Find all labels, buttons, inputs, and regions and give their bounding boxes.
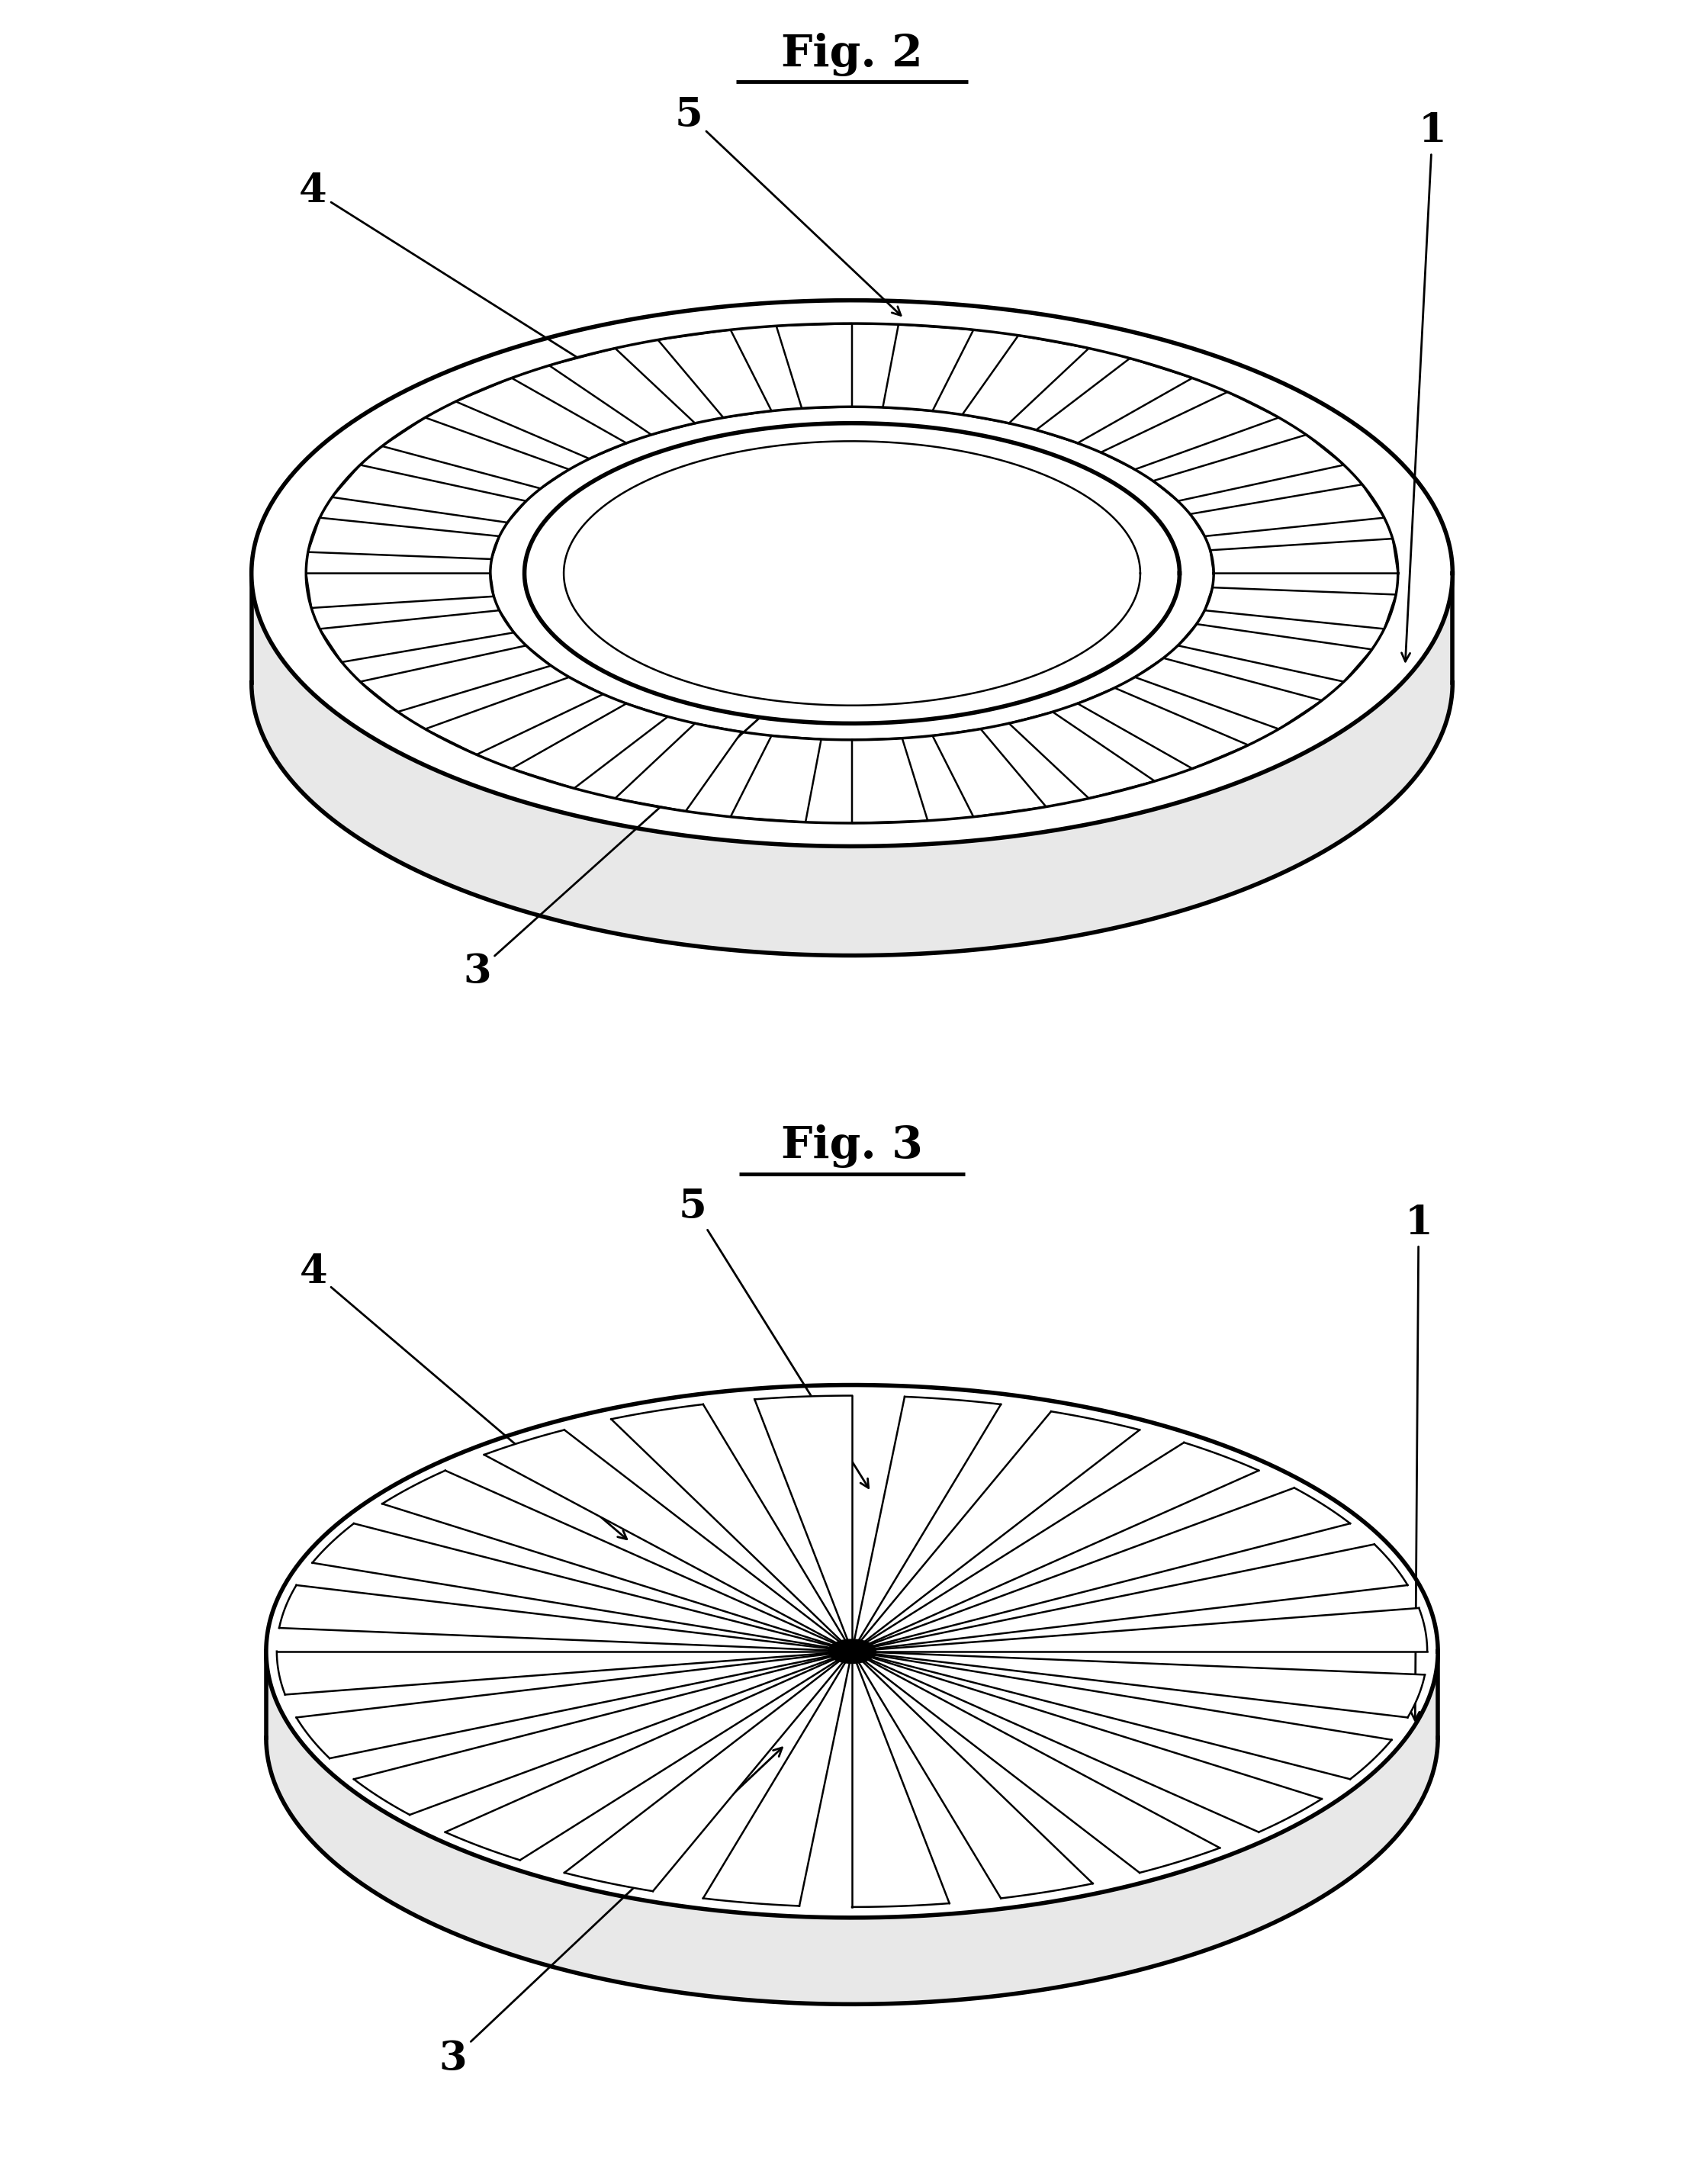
Text: 5: 5 [678, 1188, 869, 1487]
Polygon shape [484, 1431, 852, 1651]
Polygon shape [852, 1398, 1000, 1651]
Polygon shape [279, 1586, 852, 1651]
Polygon shape [883, 325, 973, 411]
Polygon shape [252, 572, 1452, 954]
Polygon shape [852, 1441, 1259, 1651]
Polygon shape [360, 646, 550, 712]
Polygon shape [1210, 539, 1397, 572]
Polygon shape [1101, 391, 1278, 470]
Polygon shape [1205, 587, 1396, 629]
Polygon shape [354, 1651, 852, 1815]
Text: 4: 4 [300, 173, 682, 424]
Polygon shape [852, 1544, 1408, 1651]
Polygon shape [852, 1651, 1220, 1872]
Polygon shape [1036, 358, 1193, 443]
Polygon shape [549, 347, 695, 435]
Polygon shape [1009, 712, 1155, 799]
Polygon shape [1177, 625, 1372, 681]
Polygon shape [852, 1651, 1425, 1717]
Polygon shape [296, 1651, 852, 1758]
Polygon shape [777, 323, 852, 408]
Polygon shape [445, 1651, 852, 1861]
Polygon shape [266, 1385, 1438, 1918]
Polygon shape [731, 736, 821, 821]
Polygon shape [307, 572, 494, 607]
Polygon shape [455, 378, 627, 459]
Polygon shape [382, 417, 569, 489]
Polygon shape [852, 1651, 1322, 1832]
Polygon shape [704, 1651, 852, 1907]
Polygon shape [1077, 688, 1249, 769]
Polygon shape [276, 1651, 852, 1695]
Polygon shape [852, 1411, 1140, 1651]
Polygon shape [1135, 657, 1322, 729]
Polygon shape [852, 1651, 949, 1907]
Polygon shape [266, 1651, 1438, 2005]
Polygon shape [852, 738, 927, 823]
Polygon shape [852, 1607, 1428, 1651]
Text: Fig. 2: Fig. 2 [780, 33, 924, 76]
Polygon shape [511, 703, 668, 788]
Polygon shape [564, 1651, 852, 1891]
Text: 5: 5 [675, 96, 901, 314]
Polygon shape [612, 1404, 852, 1651]
Polygon shape [426, 677, 603, 756]
Polygon shape [320, 609, 515, 662]
Polygon shape [312, 1524, 852, 1651]
Polygon shape [658, 330, 772, 417]
Polygon shape [615, 723, 741, 810]
Polygon shape [852, 1651, 1392, 1780]
Polygon shape [332, 465, 527, 522]
Text: 4: 4 [300, 1254, 627, 1540]
Polygon shape [755, 1396, 852, 1651]
Polygon shape [932, 729, 1046, 817]
Polygon shape [252, 301, 1452, 845]
Text: 3: 3 [440, 1747, 782, 2077]
Polygon shape [308, 518, 499, 559]
Polygon shape [382, 1470, 852, 1651]
Text: 1: 1 [1404, 1203, 1433, 1721]
Polygon shape [852, 1487, 1350, 1651]
Polygon shape [828, 1640, 876, 1664]
Polygon shape [963, 336, 1089, 424]
Text: 1: 1 [1402, 111, 1447, 662]
Polygon shape [852, 1651, 1092, 1898]
Text: 3: 3 [463, 699, 780, 992]
Polygon shape [1189, 485, 1384, 537]
Polygon shape [525, 424, 1179, 723]
Text: Fig. 3: Fig. 3 [780, 1125, 924, 1168]
Polygon shape [1154, 435, 1344, 500]
